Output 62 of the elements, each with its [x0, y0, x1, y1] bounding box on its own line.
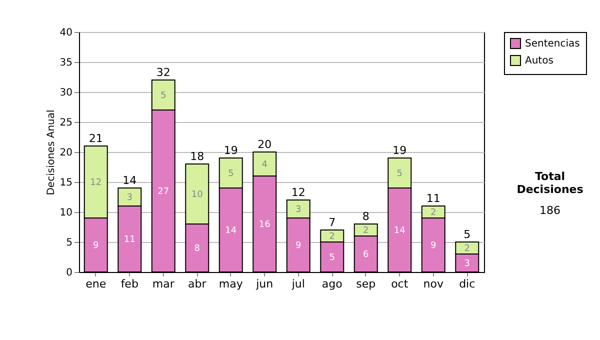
data-label: 10: [191, 190, 204, 200]
x-tick-label: abr: [188, 278, 207, 290]
total-label: 20: [258, 138, 272, 151]
x-tick-label: mar: [152, 278, 175, 290]
y-tick-label: 15: [60, 178, 72, 188]
y-tick-label: 10: [60, 208, 72, 218]
x-tick-label: ago: [322, 278, 343, 290]
y-tick-label: 30: [60, 88, 72, 98]
total-label: 32: [156, 66, 170, 79]
data-label: 9: [430, 241, 437, 251]
data-label: 2: [329, 232, 335, 242]
total-label: 5: [464, 228, 471, 241]
x-tick-label: nov: [423, 278, 444, 290]
y-tick-label: 25: [60, 118, 72, 128]
data-label: 14: [394, 226, 406, 236]
data-label: 5: [396, 169, 402, 179]
data-label: 9: [296, 241, 302, 251]
x-tick-label: jun: [255, 278, 274, 290]
y-tick-label: 20: [60, 148, 72, 158]
data-label: 27: [158, 187, 170, 197]
y-tick-label: 0: [66, 268, 72, 278]
total-label: 7: [328, 216, 336, 229]
data-label: 16: [258, 220, 271, 230]
y-tick-label: 35: [60, 58, 72, 68]
x-tick-label: feb: [120, 278, 138, 290]
data-label: 3: [296, 205, 302, 215]
total-label: 12: [291, 186, 306, 199]
x-tick-label: oct: [391, 278, 409, 290]
total-label: 8: [362, 210, 370, 223]
data-label: 11: [124, 235, 136, 245]
text: 186: [538, 204, 562, 217]
text: Total Decisiones: [516, 170, 584, 196]
data-label: 5: [329, 253, 335, 263]
data-label: 4: [262, 160, 268, 170]
data-label: 8: [194, 244, 200, 254]
data-label: 3: [464, 259, 470, 269]
x-tick-label: sep: [356, 278, 376, 290]
legend-label: Autos: [525, 56, 554, 66]
data-label: 2: [363, 226, 369, 236]
x-tick-label: ene: [86, 278, 106, 290]
y-tick-label: 5: [66, 238, 72, 248]
data-label: 6: [363, 250, 370, 260]
data-label: 5: [160, 91, 166, 101]
total-label: 18: [190, 150, 204, 163]
data-label: 2: [430, 208, 436, 218]
x-tick-label: dic: [459, 278, 476, 290]
legend-label: Sentencias: [525, 38, 580, 50]
data-label: 2: [464, 244, 470, 254]
x-tick-label: may: [218, 278, 244, 290]
y-axis-title: Decisiones Anual: [46, 110, 57, 196]
x-tick-label: jul: [290, 278, 305, 290]
total-label: 21: [88, 132, 103, 145]
total-label: 11: [426, 192, 440, 205]
total-label: 19: [224, 144, 238, 157]
data-label: 12: [90, 178, 102, 188]
y-tick-label: 40: [60, 28, 72, 38]
data-label: 14: [225, 226, 237, 236]
total-label: 14: [122, 174, 137, 187]
data-label: 3: [126, 193, 132, 203]
data-label: 5: [228, 169, 234, 179]
total-label: 19: [392, 144, 407, 157]
data-label: 9: [93, 241, 100, 251]
